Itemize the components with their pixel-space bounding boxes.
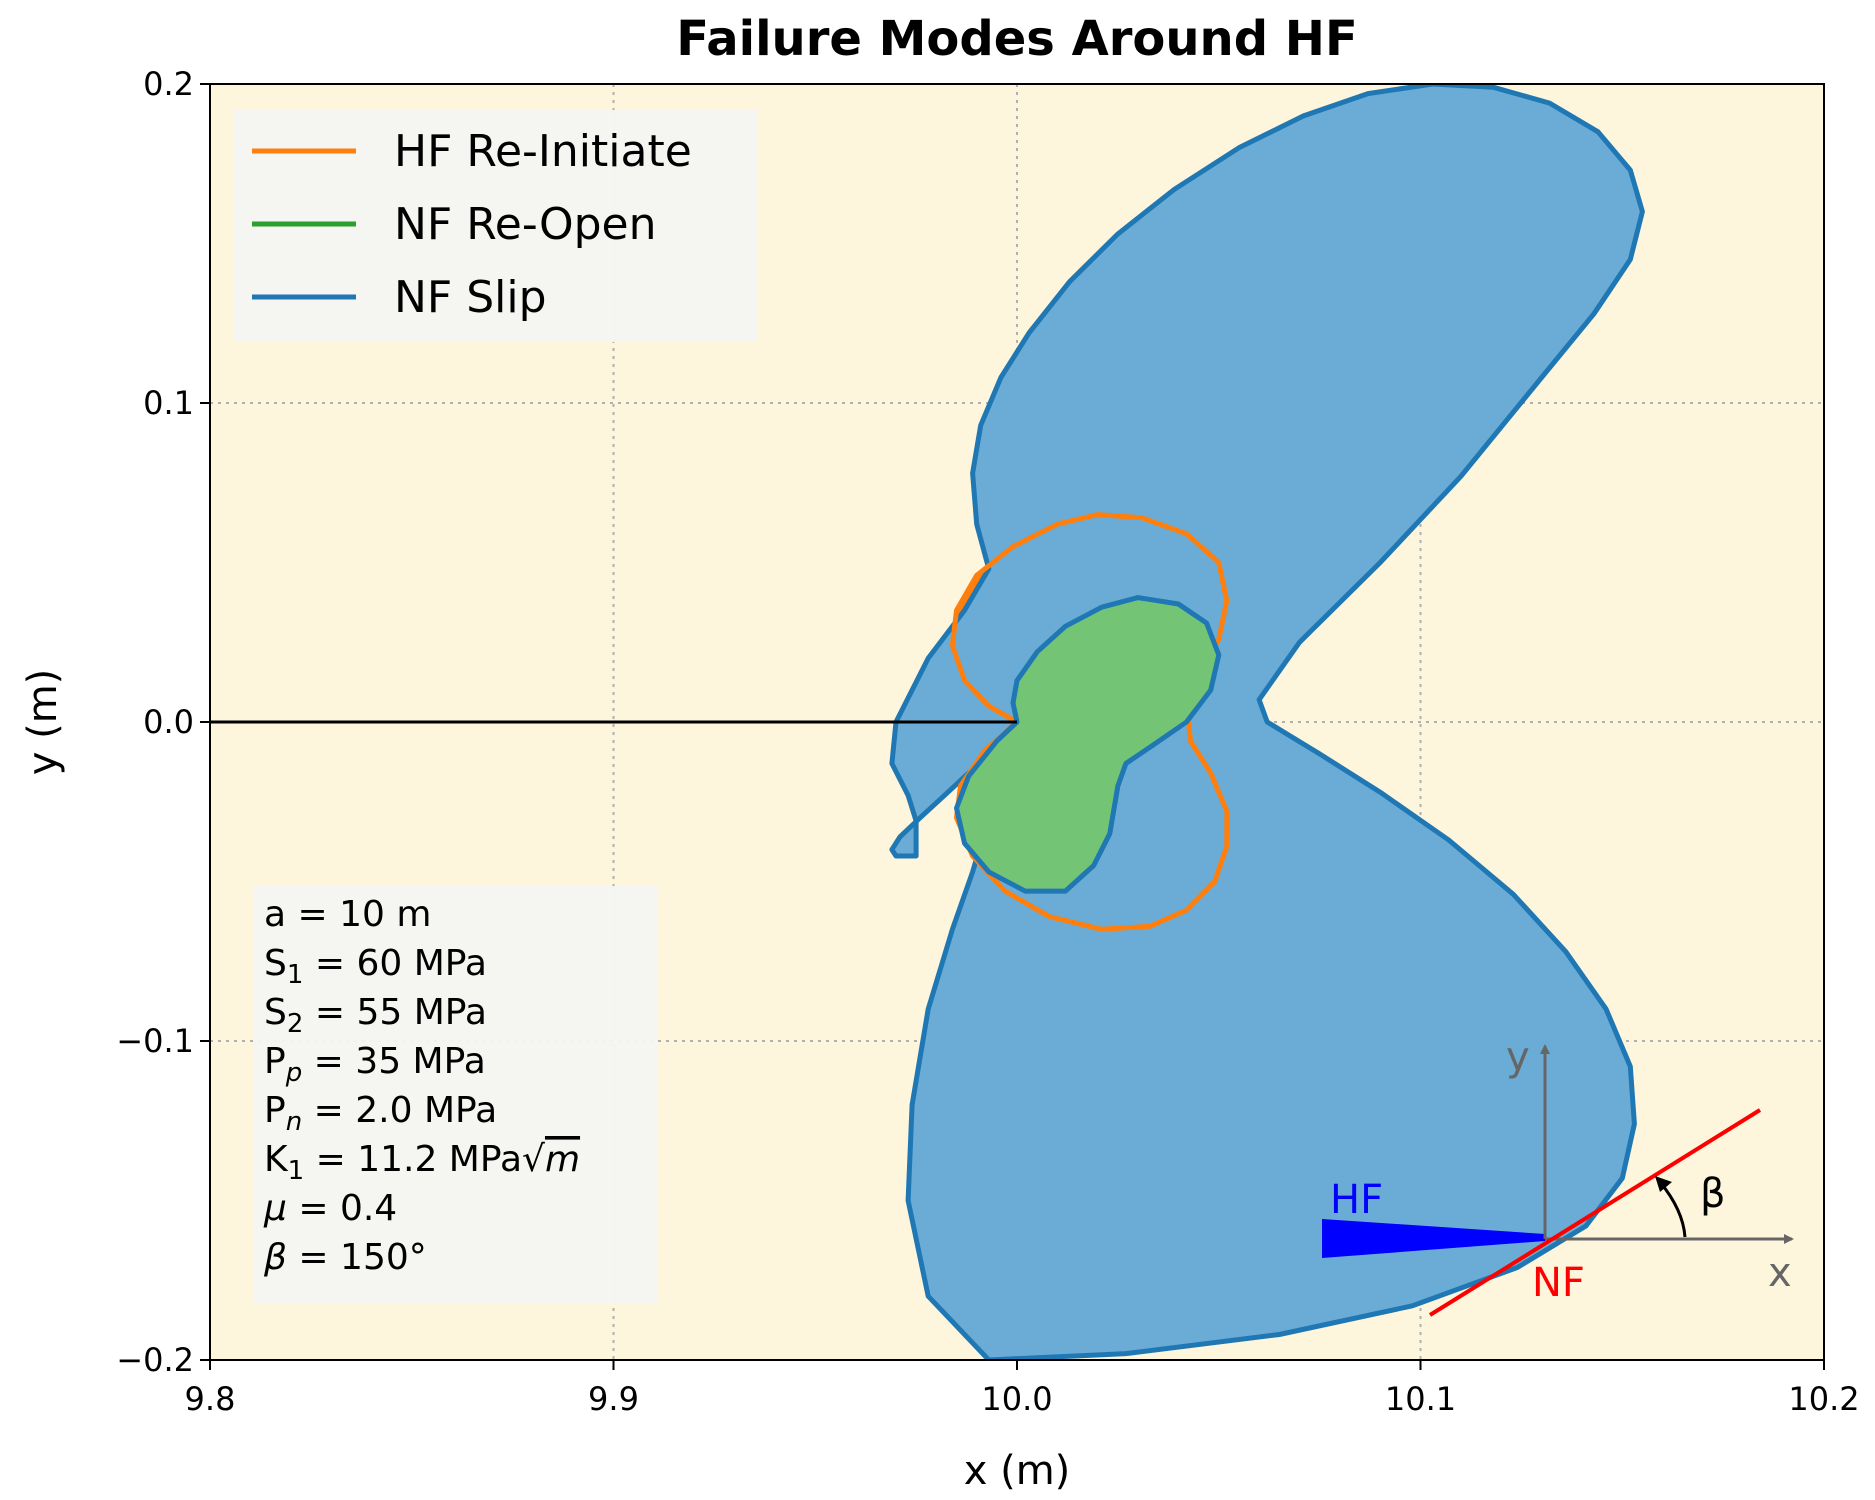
parameter-line: β = 150° <box>263 1237 427 1278</box>
parameter-line: K1 = 11.2 MPa√m <box>264 1139 580 1186</box>
y-tick-label: −0.2 <box>116 1341 194 1379</box>
legend: HF Re-Initiate NF Re-Open NF Slip <box>233 110 757 342</box>
series-layer <box>889 84 1645 1360</box>
parameter-line: S2 = 55 MPa <box>264 992 487 1039</box>
legend-label: HF Re-Initiate <box>394 126 692 177</box>
y-axis: −0.2 −0.1 0.0 0.1 0.2 <box>116 65 210 1379</box>
inset-beta-arrowhead <box>1655 1176 1672 1192</box>
x-tick-label: 10.1 <box>1385 1380 1456 1418</box>
x-axis-label: x (m) <box>964 1448 1071 1494</box>
x-axis: 9.8 9.9 10.0 10.1 10.2 <box>185 1360 1860 1418</box>
parameter-line: a = 10 m <box>264 894 431 935</box>
inset-nf-label: NF <box>1532 1260 1585 1306</box>
parameter-line: S1 = 60 MPa <box>264 943 487 990</box>
x-tick-label: 9.9 <box>588 1380 639 1418</box>
inset-hf-wedge <box>1322 1219 1545 1258</box>
x-tick-label: 10.2 <box>1788 1380 1859 1418</box>
x-tick-label: 9.8 <box>185 1380 236 1418</box>
orientation-inset: HF NF x y β <box>1322 1034 1794 1317</box>
x-tick-label: 10.0 <box>981 1380 1052 1418</box>
parameter-line: Pp = 35 MPa <box>264 1041 486 1088</box>
y-tick-label: −0.1 <box>116 1022 194 1060</box>
legend-label: NF Re-Open <box>394 199 657 250</box>
inset-beta-label: β <box>1700 1171 1726 1217</box>
y-tick-label: 0.1 <box>143 384 194 422</box>
parameter-line: μ = 0.4 <box>263 1188 397 1229</box>
inset-y-label: y <box>1506 1034 1530 1080</box>
inset-nf-line <box>1428 1108 1762 1317</box>
y-tick-label: 0.0 <box>143 703 194 741</box>
chart-title: Failure Modes Around HF <box>676 11 1358 67</box>
legend-label: NF Slip <box>394 272 547 323</box>
y-tick-label: 0.2 <box>143 65 194 103</box>
inset-hf-label: HF <box>1330 1177 1383 1223</box>
y-axis-label: y (m) <box>20 669 66 776</box>
series-nf-reopen <box>954 595 1222 894</box>
parameter-box-bg <box>254 886 658 1304</box>
parameter-line: Pn = 2.0 MPa <box>264 1090 497 1137</box>
inset-x-label: x <box>1768 1250 1792 1296</box>
